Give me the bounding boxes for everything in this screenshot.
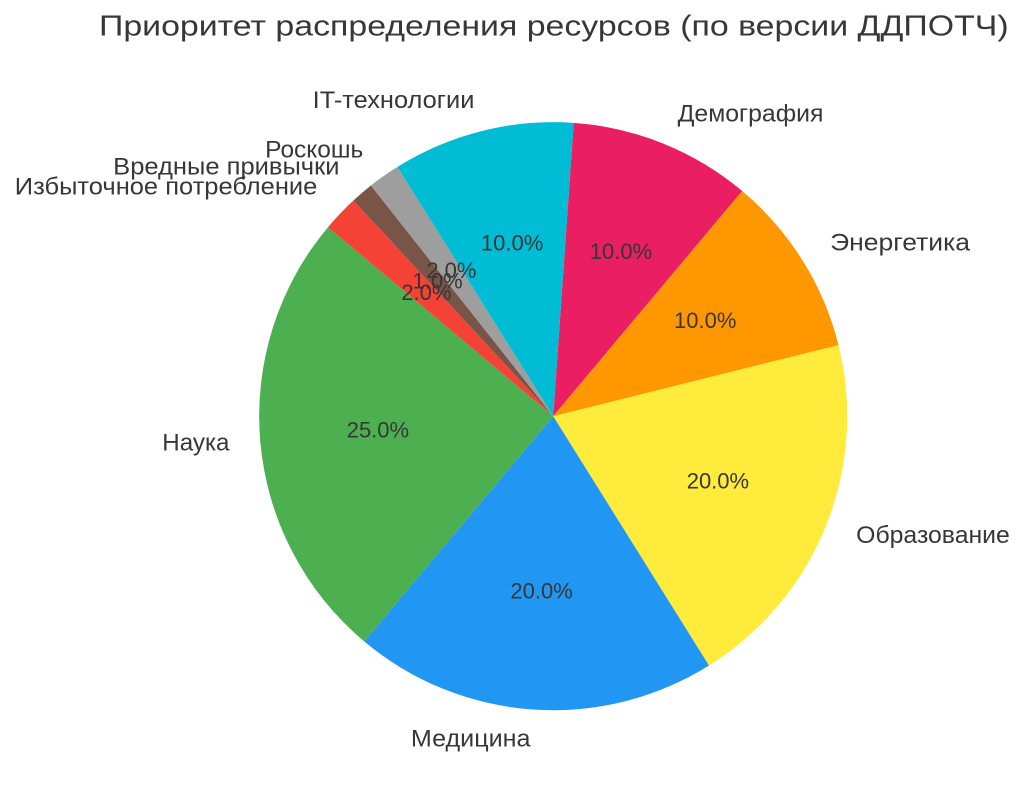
svg-text:1.0%: 1.0% (413, 269, 463, 294)
svg-text:Вредные привычки: Вредные привычки (113, 154, 339, 181)
svg-text:20.0%: 20.0% (687, 469, 749, 494)
svg-text:2.0%: 2.0% (426, 258, 476, 283)
svg-text:Медицина: Медицина (411, 726, 531, 753)
svg-text:Наука: Наука (162, 429, 230, 456)
svg-text:Роскошь: Роскошь (265, 136, 363, 163)
svg-text:Энергетика: Энергетика (830, 230, 971, 257)
svg-text:20.0%: 20.0% (510, 578, 572, 603)
svg-text:10.0%: 10.0% (590, 239, 652, 264)
svg-text:IT-технологии: IT-технологии (313, 87, 475, 114)
svg-text:25.0%: 25.0% (347, 418, 409, 443)
svg-text:Демография: Демография (678, 100, 824, 127)
svg-text:10.0%: 10.0% (481, 230, 543, 255)
svg-text:Образование: Образование (856, 522, 1010, 549)
svg-text:Приоритет распределения ресурс: Приоритет распределения ресурсов (по вер… (99, 11, 1009, 43)
svg-text:Избыточное потребление: Избыточное потребление (15, 173, 318, 200)
svg-text:10.0%: 10.0% (674, 308, 736, 333)
svg-text:2.0%: 2.0% (401, 280, 451, 305)
